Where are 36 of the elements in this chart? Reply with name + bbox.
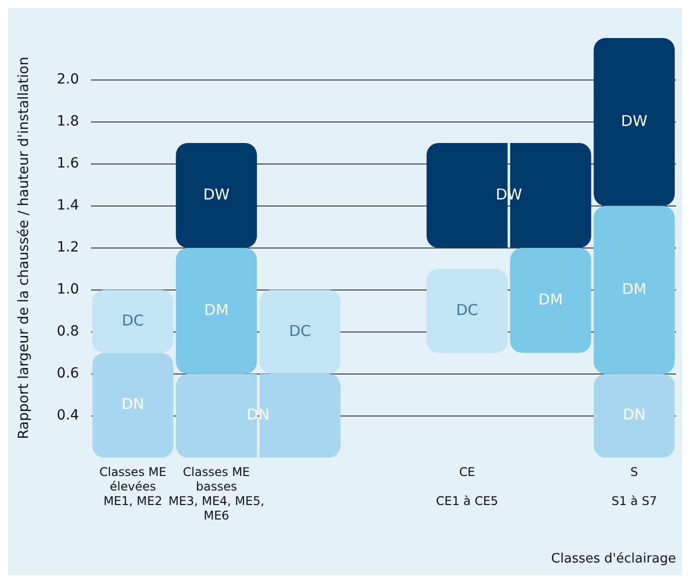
x-tick-label: Classes ME élevées ME1, ME2: [99, 465, 166, 508]
y-tick-label: 1.8: [56, 114, 80, 130]
text: DW: [621, 112, 648, 130]
bar: [426, 268, 508, 353]
y-tick-label: 2.0: [56, 72, 80, 88]
bar: [594, 38, 675, 206]
y-tick-label: 0.8: [56, 324, 80, 340]
y-tick-label: 1.4: [56, 198, 80, 214]
bar: [594, 374, 675, 458]
text: DM: [204, 300, 229, 319]
y-tick-label: 0.6: [56, 365, 80, 382]
text: DM: [622, 280, 646, 298]
y-tick-label: 1.0: [56, 282, 80, 298]
x-tick-label: Classes ME basses ME3, ME4, ME5, ME6: [168, 465, 264, 522]
text: DW: [203, 185, 230, 204]
bar: [92, 352, 174, 458]
series-label: DM: [538, 290, 563, 308]
category-label: CE CE1 à CE5: [436, 465, 498, 508]
y-tick-label: 1.6: [56, 156, 80, 172]
category-label: S S1 à S7: [611, 465, 657, 508]
y-axis-title: Rapport largeur de la chaussée / hauteur d'installation: [16, 56, 32, 440]
bar: [176, 142, 257, 248]
text: DC: [456, 300, 478, 319]
y-tick-label: 1.2: [56, 240, 80, 256]
text: DN: [622, 406, 646, 424]
bar: [176, 248, 257, 374]
y-tick-label: 0.4: [56, 407, 80, 424]
bar: [510, 248, 592, 353]
x-axis-title: Classes d'éclairage: [551, 552, 676, 567]
bar: [594, 206, 675, 374]
text: DN: [121, 395, 144, 414]
series-label: DN: [246, 406, 270, 424]
bar: [259, 290, 340, 374]
bar: [92, 290, 174, 353]
text: DC: [288, 322, 311, 340]
series-label: DC: [122, 311, 144, 330]
